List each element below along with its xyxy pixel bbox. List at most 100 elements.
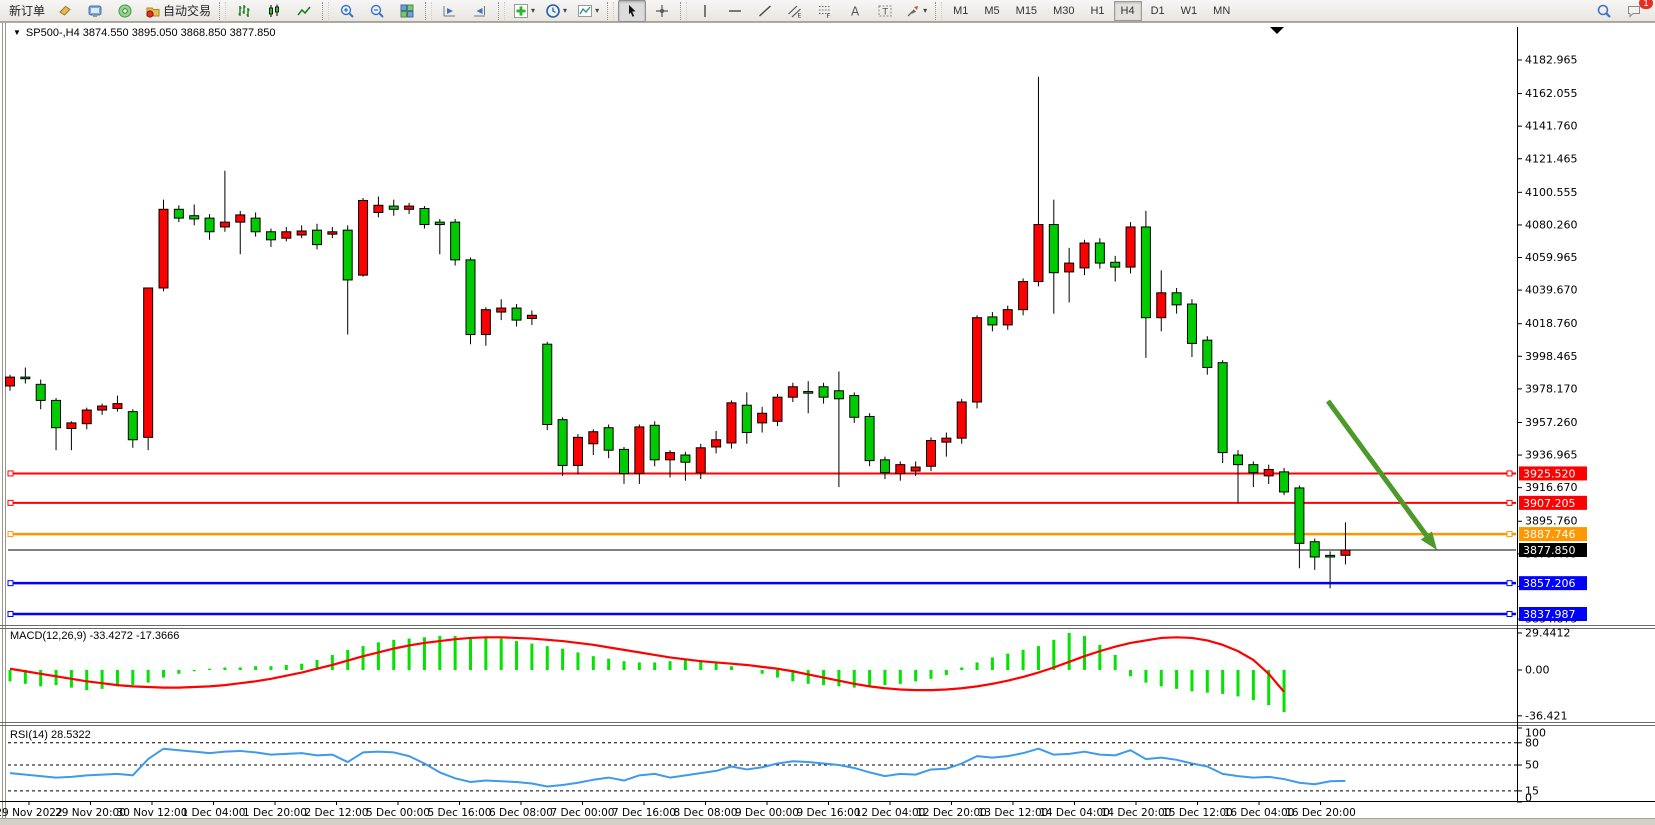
line-chart-icon: [297, 6, 311, 15]
macd-histogram-bar: [131, 670, 135, 686]
level-anchor-right[interactable]: [1506, 531, 1513, 538]
candle-body-bull: [665, 452, 676, 461]
candle-body-bull: [1079, 242, 1090, 269]
candle-body-bear: [250, 217, 261, 233]
candle-body-bull: [327, 231, 338, 235]
macd-histogram-bar: [944, 670, 948, 676]
time-tick-label: 13 Dec 12:00: [978, 807, 1049, 819]
macd-histogram-bar: [162, 670, 165, 678]
candle-body-bear: [419, 207, 430, 226]
dropdown-arrow-icon[interactable]: ▾: [923, 6, 928, 15]
level-anchor-left[interactable]: [7, 531, 14, 538]
candle-body-bull: [219, 221, 230, 228]
macd-histogram-bar: [269, 666, 273, 670]
indicators-button[interactable]: ▾: [509, 0, 539, 22]
time-tick-label: 16 Dec 04:00: [1224, 807, 1295, 819]
candle-body-bull: [895, 464, 906, 474]
arrows-button[interactable]: ▾: [901, 0, 931, 22]
chart-title: ▼ SP500-,H4 3874.550 3895.050 3868.850 38…: [13, 27, 275, 39]
level-lines: [7, 470, 1516, 618]
dropdown-arrow-icon[interactable]: ▾: [531, 6, 536, 15]
text-label-button[interactable]: T: [871, 0, 899, 22]
chat-button[interactable]: 1: [1620, 0, 1653, 22]
terminal-button[interactable]: [81, 0, 109, 22]
chart-shift-button[interactable]: [466, 0, 494, 22]
timeframe-button-mn[interactable]: MN: [1213, 4, 1231, 17]
chart-title-collapse-icon[interactable]: ▼: [13, 28, 21, 37]
level-anchor-left[interactable]: [7, 499, 14, 506]
level-anchor-right[interactable]: [1506, 611, 1513, 618]
macd-histogram-bar: [223, 667, 227, 670]
candle-chart-button[interactable]: [260, 0, 288, 22]
dropdown-arrow-icon[interactable]: ▾: [563, 6, 568, 15]
auto-trading-button[interactable]: 自动交易: [141, 0, 215, 22]
template-icon: [578, 4, 593, 17]
tile-windows-button[interactable]: [393, 0, 421, 22]
line-chart-button[interactable]: [290, 0, 318, 22]
time-tick-label: 12 Dec 20:00: [916, 807, 987, 819]
candle-body-bear: [557, 419, 568, 466]
dropdown-arrow-icon[interactable]: ▾: [595, 6, 600, 15]
timeframe-button-w1[interactable]: W1: [1180, 4, 1198, 17]
search-icon: [1597, 4, 1611, 18]
cursor-button[interactable]: [618, 0, 647, 22]
timeframe-button-m15[interactable]: M15: [1015, 4, 1038, 17]
search-button[interactable]: [1590, 0, 1618, 22]
signals-button[interactable]: [111, 0, 139, 22]
level-anchor-left[interactable]: [7, 611, 14, 618]
price-tick-label: 3998.465: [1525, 350, 1578, 363]
macd-histogram-bar: [1175, 670, 1179, 689]
price-tick-label: 3957.260: [1525, 416, 1578, 429]
new-order-button[interactable]: 新订单: [3, 0, 49, 22]
fibonacci-button[interactable]: F: [811, 0, 839, 22]
timeframe-button-m1[interactable]: M1: [953, 4, 969, 17]
level-anchor-right[interactable]: [1506, 470, 1513, 477]
candle-body-bear: [1110, 261, 1121, 268]
zoom-in-button[interactable]: [333, 0, 361, 22]
vertical-line-button[interactable]: [691, 0, 719, 22]
zoom-out-button[interactable]: [363, 0, 391, 22]
level-anchor-left[interactable]: [7, 580, 14, 587]
templates-button[interactable]: ▾: [573, 0, 603, 22]
macd-histogram-bar: [852, 670, 856, 688]
chart-shift-marker[interactable]: [1270, 27, 1284, 34]
candle-body-bear: [1217, 362, 1228, 454]
timeframe-button-m30[interactable]: M30: [1053, 4, 1075, 17]
arrows-icon: [907, 5, 919, 16]
rsi-axis-label: 80: [1525, 736, 1539, 749]
candle-body-bull: [772, 396, 783, 422]
arrow-annotation[interactable]: [1325, 399, 1429, 537]
auto-scroll-button[interactable]: [436, 0, 464, 22]
candle-body-bear: [649, 424, 660, 461]
level-anchor-right[interactable]: [1506, 580, 1513, 587]
chart-window-button[interactable]: [51, 0, 79, 22]
macd-histogram-bar: [392, 639, 396, 670]
timeframe-button-h1[interactable]: H1: [1090, 4, 1105, 17]
candle-body-bear: [542, 343, 553, 425]
arrow-annotation-head[interactable]: [1420, 531, 1437, 550]
chart-left-gripper[interactable]: [5, 22, 6, 819]
macd-histogram-bar: [484, 637, 488, 670]
text-button[interactable]: A: [841, 0, 869, 22]
periods-button[interactable]: ▾: [541, 0, 571, 22]
candle-body-bull: [97, 405, 108, 411]
channel-button[interactable]: E: [781, 0, 809, 22]
level-anchor-right[interactable]: [1506, 499, 1513, 506]
timeframe-button-m5[interactable]: M5: [984, 4, 1000, 17]
timeframe-button-h4[interactable]: H4: [1113, 0, 1142, 21]
candle-body-bull: [5, 376, 15, 387]
trendline-button[interactable]: [751, 0, 779, 22]
timeframe-button-d1[interactable]: D1: [1150, 4, 1165, 17]
candle-body-bear: [511, 307, 522, 321]
level-anchor-left[interactable]: [7, 470, 14, 477]
bar-chart-button[interactable]: [230, 0, 258, 22]
zoom-in-icon: [340, 4, 354, 18]
candle-body-bear: [1048, 224, 1059, 274]
time-tick-label: 8 Dec 08:00: [674, 807, 738, 819]
macd-histogram-bar: [208, 668, 212, 670]
crosshair-button[interactable]: [648, 0, 676, 22]
time-tick-label: 2 Dec 12:00: [305, 807, 369, 819]
macd-axis-label: 29.4412: [1525, 626, 1571, 639]
horizontal-line-button[interactable]: [721, 0, 749, 22]
